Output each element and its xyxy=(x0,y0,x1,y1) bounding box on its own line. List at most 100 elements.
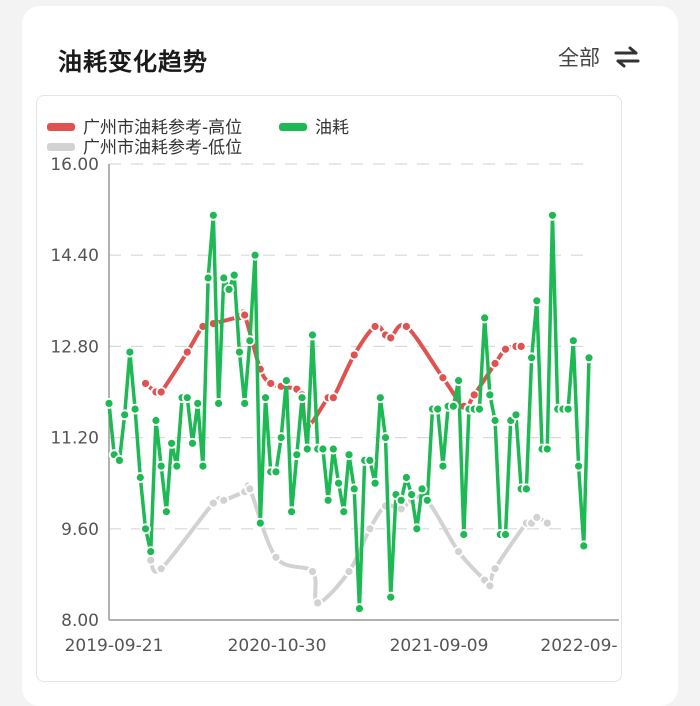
fuel-point xyxy=(244,335,256,347)
y-tick-label: 8.00 xyxy=(61,611,99,631)
fuel-point xyxy=(510,409,522,421)
fuel-point xyxy=(249,249,261,261)
high-ref-point xyxy=(400,321,412,332)
legend-label-low: 广州市油耗参考-低位 xyxy=(83,138,242,158)
fuel-point xyxy=(327,443,339,455)
fuel-point xyxy=(374,392,386,404)
high-ref-point xyxy=(515,340,527,352)
low-ref-point xyxy=(155,563,167,575)
fuel-point xyxy=(380,432,391,444)
high-ref-point xyxy=(265,378,277,389)
high-ref-point xyxy=(155,386,167,398)
fuel-point xyxy=(369,477,381,489)
fuel-point xyxy=(479,312,491,324)
fuel-point xyxy=(197,460,209,472)
fuel-point xyxy=(583,352,595,364)
fuel-point xyxy=(275,432,287,444)
fuel-point xyxy=(567,335,579,347)
low-ref-point xyxy=(270,551,282,563)
high-ref-point xyxy=(140,378,151,389)
fuel-point xyxy=(531,295,543,307)
fuel-point xyxy=(150,415,162,426)
fuel-point xyxy=(322,494,334,506)
fuel-point xyxy=(239,397,251,409)
fuel-point xyxy=(286,506,298,518)
fuel-point xyxy=(447,400,459,412)
fuel-point xyxy=(155,460,167,472)
high-ref-point xyxy=(385,332,397,344)
fuel-point xyxy=(301,443,313,455)
fuel-point xyxy=(385,591,397,603)
chart-container: 16.00 14.40 12.80 11.20 9.60 8.00 2019-09-21 20… xyxy=(36,95,622,682)
legend-label-high: 广州市油耗参考-高位 xyxy=(83,118,242,138)
low-ref-point xyxy=(312,597,324,609)
fuel-point xyxy=(296,392,308,404)
fuel-point xyxy=(432,403,444,415)
high-ref-point xyxy=(181,346,193,358)
fuel-point xyxy=(526,352,538,364)
fuel-point xyxy=(103,397,115,409)
fuel-point xyxy=(416,483,428,495)
y-tick-label: 12.80 xyxy=(50,337,99,357)
fuel-point xyxy=(307,329,318,341)
fuel-point xyxy=(218,272,230,284)
x-tick-label: 2019-09-21 xyxy=(65,636,164,656)
low-ref-point xyxy=(145,554,157,566)
swap-icon[interactable] xyxy=(614,46,640,68)
high-ref-point xyxy=(239,309,251,321)
fuel-point xyxy=(317,443,329,455)
fuel-point xyxy=(453,375,464,387)
fuel-point xyxy=(500,529,511,540)
fuel-point xyxy=(343,449,355,461)
legend-swatch-high xyxy=(47,123,75,131)
high-ref-point xyxy=(489,358,501,369)
fuel-point xyxy=(207,209,219,221)
fuel-point xyxy=(119,409,131,421)
low-ref-point xyxy=(453,546,464,557)
fuel-point xyxy=(192,397,204,409)
fuel-point xyxy=(140,523,151,535)
low-ref-point xyxy=(207,497,219,509)
fuel-point xyxy=(395,494,407,506)
fuel-point xyxy=(260,392,271,404)
high-ref-point xyxy=(500,343,511,355)
low-ref-point xyxy=(489,563,501,575)
fuel-point xyxy=(348,483,360,495)
fuel-point xyxy=(181,392,193,404)
fuel-point xyxy=(437,460,449,472)
legend-swatch-low xyxy=(47,143,75,151)
fuel-point xyxy=(333,477,344,489)
fuel-point xyxy=(411,523,423,535)
legend-label-fuel: 油耗 xyxy=(315,118,349,138)
fuel-point xyxy=(213,397,224,409)
fuel-point xyxy=(338,506,350,518)
filter-toggle[interactable]: 全部 xyxy=(558,42,640,72)
fuel-point xyxy=(484,389,496,401)
fuel-point xyxy=(573,460,584,472)
legend-swatch-fuel xyxy=(279,123,307,131)
fuel-point xyxy=(354,603,365,614)
fuel-point xyxy=(291,449,303,461)
y-tick-label: 16.00 xyxy=(50,155,99,175)
high-ref-point xyxy=(327,392,339,404)
fuel-point xyxy=(520,483,532,495)
fuel-point xyxy=(254,517,266,529)
low-ref-point xyxy=(364,523,376,535)
fuel-point xyxy=(578,540,590,552)
fuel-point xyxy=(124,346,136,358)
high-ref-point xyxy=(468,389,480,401)
x-tick-label: 2022-09- xyxy=(540,636,617,656)
fuel-point xyxy=(364,454,376,466)
fuel-point xyxy=(458,529,470,540)
high-ref-point xyxy=(369,321,381,332)
low-ref-point xyxy=(218,494,230,506)
low-ref-point xyxy=(244,483,256,495)
filter-label: 全部 xyxy=(558,46,600,70)
fuel-point xyxy=(474,403,485,415)
fuel-point xyxy=(547,209,558,221)
low-ref-point xyxy=(484,580,496,592)
card-title: 油耗变化趋势 xyxy=(58,48,208,76)
x-tick-label: 2020-10-30 xyxy=(228,636,327,656)
fuel-point xyxy=(400,472,412,483)
fuel-point xyxy=(562,403,574,415)
